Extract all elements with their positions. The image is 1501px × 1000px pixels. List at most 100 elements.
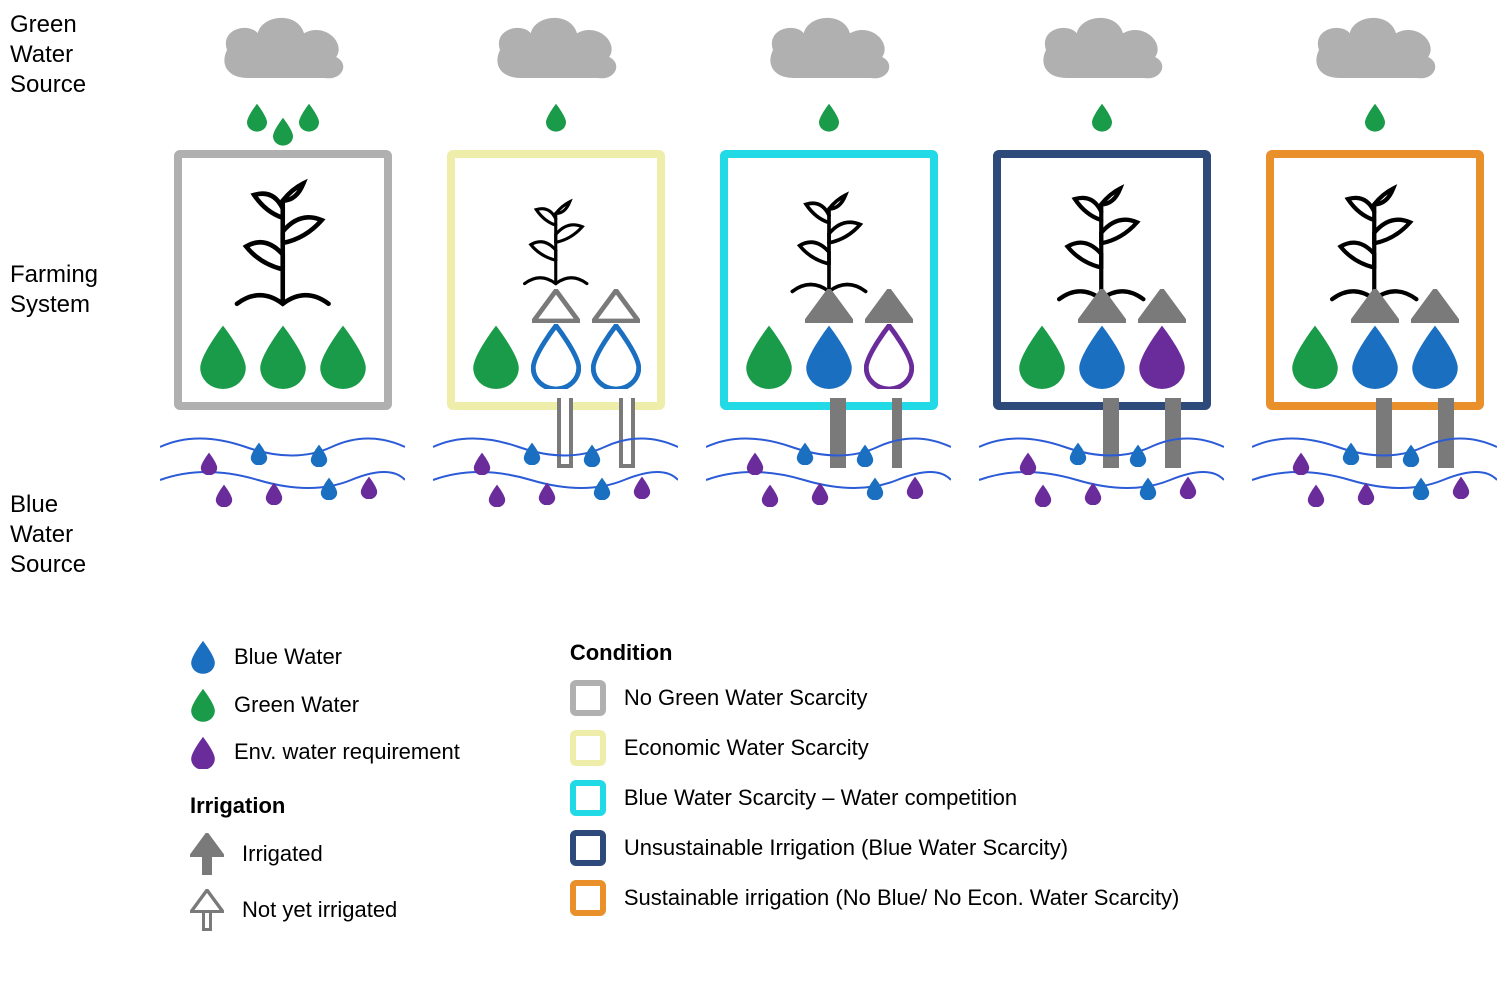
water-drop-icon [1137,324,1187,389]
label-blue-source: Blue Water Source [10,490,86,580]
water-drop-icon [190,736,216,770]
water-drop-icon [746,452,764,475]
legend-label: Env. water requirement [234,739,460,765]
water-drop-icon [583,444,601,467]
scenario-column [979,10,1224,522]
blue-water-source [433,422,678,522]
water-drop-icon [818,103,840,132]
cloud-icon [759,8,899,92]
water-drop-icon [866,477,884,500]
plant-icon [214,172,352,310]
rain-drops [1364,90,1386,150]
water-drop-icon [1139,477,1157,500]
legend-label: Blue Water Scarcity – Water competition [624,785,1017,811]
water-drop-icon [1129,444,1147,467]
cloud-icon [1032,8,1172,92]
scenario-column [160,10,405,522]
farm-water-drops [1290,314,1460,394]
legend-left: Blue Water Green Water Env. water requir… [190,640,460,931]
cloud-icon [213,8,353,92]
water-drop-icon [856,444,874,467]
water-drop-icon [1069,442,1087,465]
legend-condition-swatch [570,830,606,866]
water-drop-icon [190,688,216,722]
water-drop-icon [1342,442,1360,465]
water-drop-icon [523,442,541,465]
arrow-solid-icon [805,289,853,323]
legend-label: Not yet irrigated [242,897,397,923]
farm-water-drops [1017,314,1187,394]
legend: Blue Water Green Water Env. water requir… [190,640,1179,931]
farming-system-box [720,150,938,410]
plant-icon [1311,178,1438,305]
legend-item: Blue Water Scarcity – Water competition [570,780,1180,816]
blue-water-source [979,422,1224,522]
legend-condition-swatch [570,880,606,916]
water-drop-icon [258,324,308,389]
legend-item: Env. water requirement [190,736,460,770]
water-drop-icon [360,476,378,499]
legend-item: Economic Water Scarcity [570,730,1180,766]
water-drop-icon [1292,452,1310,475]
legend-label: Green Water [234,692,359,718]
farm-water-drops [471,314,641,394]
water-drop-icon [473,452,491,475]
water-drop-icon [1350,324,1400,389]
farm-water-drops [198,314,368,394]
water-drop-icon [1410,324,1460,389]
rain-drops [246,90,320,150]
legend-label: No Green Water Scarcity [624,685,868,711]
legend-item: Green Water [190,688,460,722]
water-drop-icon [1084,482,1102,505]
legend-condition-swatch [570,780,606,816]
water-drop-icon [320,477,338,500]
scenario-column [1252,10,1497,522]
legend-label: Unsustainable Irrigation (Blue Water Sca… [624,835,1068,861]
farm-water-drops [744,314,914,394]
water-drop-icon [804,324,854,389]
water-drop-icon [246,103,268,132]
water-drop-icon [265,482,283,505]
cloud-icon [1305,8,1445,92]
water-drop-icon [215,484,233,507]
plant-icon [1038,178,1165,305]
water-drop-icon [1017,324,1067,389]
water-drop-icon [1179,476,1197,499]
arrow-outline-icon [592,289,640,323]
water-drop-icon [318,324,368,389]
cloud-icon [486,8,626,92]
water-drop-icon [531,324,581,389]
farming-system-box [993,150,1211,410]
water-drop-icon [471,324,521,389]
water-drop-icon [811,482,829,505]
legend-item: Sustainable irrigation (No Blue/ No Econ… [570,880,1180,916]
water-drop-icon [796,442,814,465]
water-drop-icon [545,103,567,132]
scenario-columns [160,10,1497,522]
water-drop-icon [1402,444,1420,467]
water-drop-icon [250,442,268,465]
water-drop-icon [1307,484,1325,507]
water-drop-icon [633,476,651,499]
water-drop-icon [761,484,779,507]
legend-condition-swatch [570,680,606,716]
water-drop-icon [1034,484,1052,507]
water-drop-icon [744,324,794,389]
blue-water-source [706,422,951,522]
water-drop-icon [1357,482,1375,505]
water-drop-icon [906,476,924,499]
legend-irrigation-title: Irrigation [190,793,460,819]
scenario-column [706,10,951,522]
water-drop-icon [1364,103,1386,132]
scenario-column [433,10,678,522]
arrow-solid-icon [1138,289,1186,323]
legend-item: Blue Water [190,640,460,674]
legend-item: Unsustainable Irrigation (Blue Water Sca… [570,830,1180,866]
water-drop-icon [1290,324,1340,389]
rain-drops [1091,90,1113,150]
water-drop-icon [310,444,328,467]
water-drop-icon [1452,476,1470,499]
arrow-solid-icon [190,833,224,857]
water-drop-icon [864,324,914,389]
water-drop-icon [272,117,294,146]
